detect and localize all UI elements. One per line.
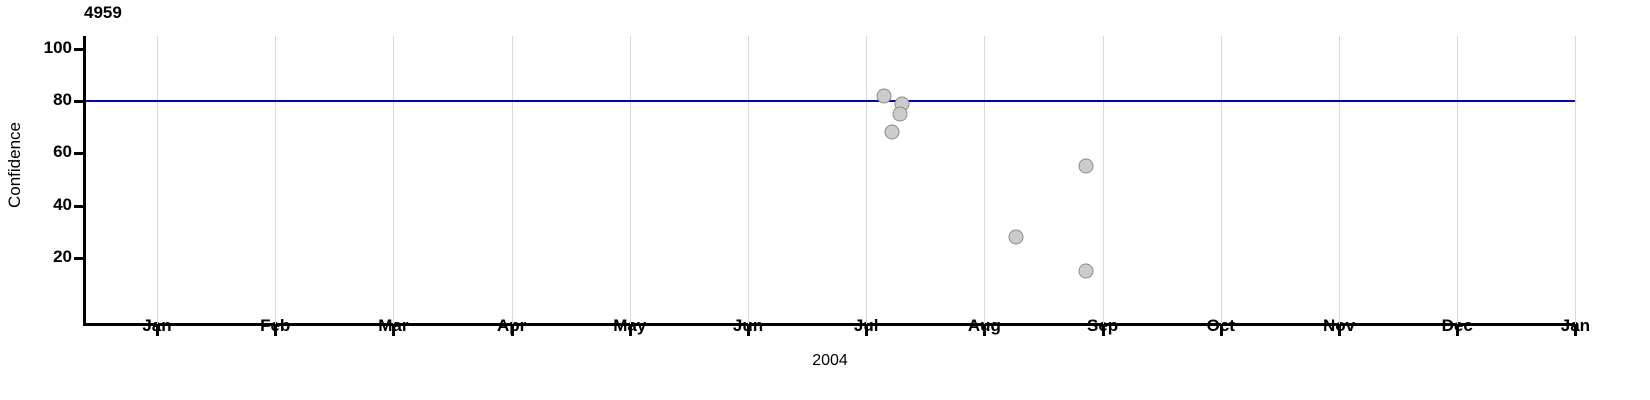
x-tick-mark xyxy=(392,326,396,336)
data-point-marker[interactable] xyxy=(1008,229,1024,245)
x-tick-label: Sep xyxy=(1087,316,1119,335)
x-tick-label: Aug xyxy=(967,316,1001,335)
y-tick-label: 40 xyxy=(53,194,72,214)
x-tick-mark xyxy=(1574,326,1578,336)
x-tick-label: Apr xyxy=(496,316,527,335)
y-tick-label: 20 xyxy=(53,247,72,266)
chart-title: 4959 xyxy=(84,3,122,22)
gridline xyxy=(748,36,749,324)
x-tick-mark xyxy=(510,326,514,336)
gridline xyxy=(275,36,277,324)
gridline xyxy=(866,36,868,324)
y-axis-line xyxy=(83,36,86,326)
x-tick-mark xyxy=(747,326,750,336)
x-tick-label: Nov xyxy=(1322,316,1356,335)
x-tick-label: May xyxy=(613,316,647,335)
data-point-marker[interactable] xyxy=(1078,158,1094,174)
x-tick-label: Jul xyxy=(853,316,879,335)
x-tick-mark xyxy=(156,326,159,336)
gridline xyxy=(157,36,158,324)
y-tick-label: 80 xyxy=(53,90,72,109)
x-tick-label: Jan xyxy=(1560,316,1591,335)
x-tick-label: Jun xyxy=(732,316,764,335)
x-axis-line xyxy=(83,323,1578,326)
x-tick-label: Dec xyxy=(1441,316,1473,335)
gridline xyxy=(629,36,631,324)
x-tick-mark xyxy=(1338,326,1341,336)
data-point-marker[interactable] xyxy=(1078,263,1094,279)
x-tick-mark xyxy=(274,326,278,336)
x-tick-label: Mar xyxy=(378,316,409,335)
data-point-marker[interactable] xyxy=(884,124,900,140)
x-tick-mark xyxy=(1456,326,1460,336)
x-tick-mark xyxy=(983,326,987,336)
x-tick-mark xyxy=(628,326,632,336)
gridline xyxy=(393,36,395,324)
gridline xyxy=(1575,36,1577,324)
data-point-marker[interactable] xyxy=(876,88,892,104)
gridline xyxy=(1457,36,1459,324)
x-tick-label: Oct xyxy=(1206,316,1235,335)
y-tick-mark xyxy=(74,152,83,156)
gridline xyxy=(1339,36,1340,324)
gridline xyxy=(1220,36,1222,324)
y-tick-mark xyxy=(74,47,83,51)
y-tick-mark xyxy=(74,100,83,103)
y-tick-mark xyxy=(74,204,83,208)
gridline xyxy=(984,36,986,324)
y-tick-label: 100 xyxy=(43,37,72,57)
x-tick-label: Jan xyxy=(142,316,172,335)
y-tick-label: 60 xyxy=(53,142,72,162)
x-tick-mark xyxy=(1101,326,1105,336)
gridline xyxy=(1102,36,1104,324)
x-tick-label: Feb xyxy=(260,316,291,335)
data-point-marker[interactable] xyxy=(892,106,908,122)
x-tick-mark xyxy=(865,326,869,336)
y-tick-mark xyxy=(74,257,83,260)
x-tick-mark xyxy=(1219,326,1223,336)
gridline xyxy=(511,36,513,324)
reference-line xyxy=(86,100,1575,102)
plot-area xyxy=(86,36,1575,324)
x-axis-title: 2004 xyxy=(812,352,848,369)
